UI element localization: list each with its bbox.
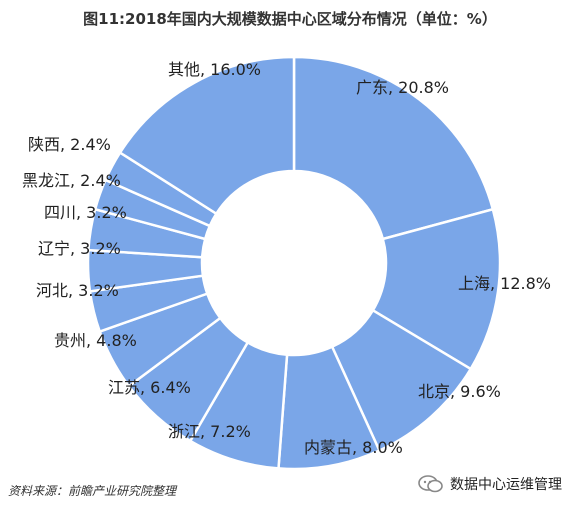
slice-label-11: 陕西, 2.4%	[28, 135, 111, 154]
brand-name: 数据中心运维管理	[450, 477, 562, 493]
slice-label-3: 内蒙古, 8.0%	[304, 438, 403, 457]
slice-label-7: 河北, 3.2%	[36, 281, 119, 300]
slice-label-4: 浙江, 7.2%	[168, 422, 251, 441]
source-note: 资料来源：前瞻产业研究院整理	[8, 484, 177, 498]
slice-label-10: 黑龙江, 2.4%	[22, 171, 121, 190]
slice-label-9: 四川, 3.2%	[44, 203, 127, 222]
slice-label-2: 北京, 9.6%	[418, 382, 501, 401]
slice-12	[118, 55, 296, 216]
slice-label-0: 广东, 20.8%	[356, 78, 449, 97]
slice-label-5: 江苏, 6.4%	[108, 378, 191, 397]
chat-bubbles-icon	[418, 474, 444, 494]
slice-0	[292, 55, 495, 241]
chart-title: 图11:2018年国内大规模数据中心区域分布情况（单位：%）	[83, 10, 497, 28]
slice-label-6: 贵州, 4.8%	[54, 331, 137, 350]
brand-watermark: 数据中心运维管理	[418, 474, 562, 494]
slice-label-12: 其他, 16.0%	[168, 60, 261, 79]
slice-label-1: 上海, 12.8%	[458, 274, 551, 293]
slice-label-8: 辽宁, 3.2%	[38, 239, 121, 258]
